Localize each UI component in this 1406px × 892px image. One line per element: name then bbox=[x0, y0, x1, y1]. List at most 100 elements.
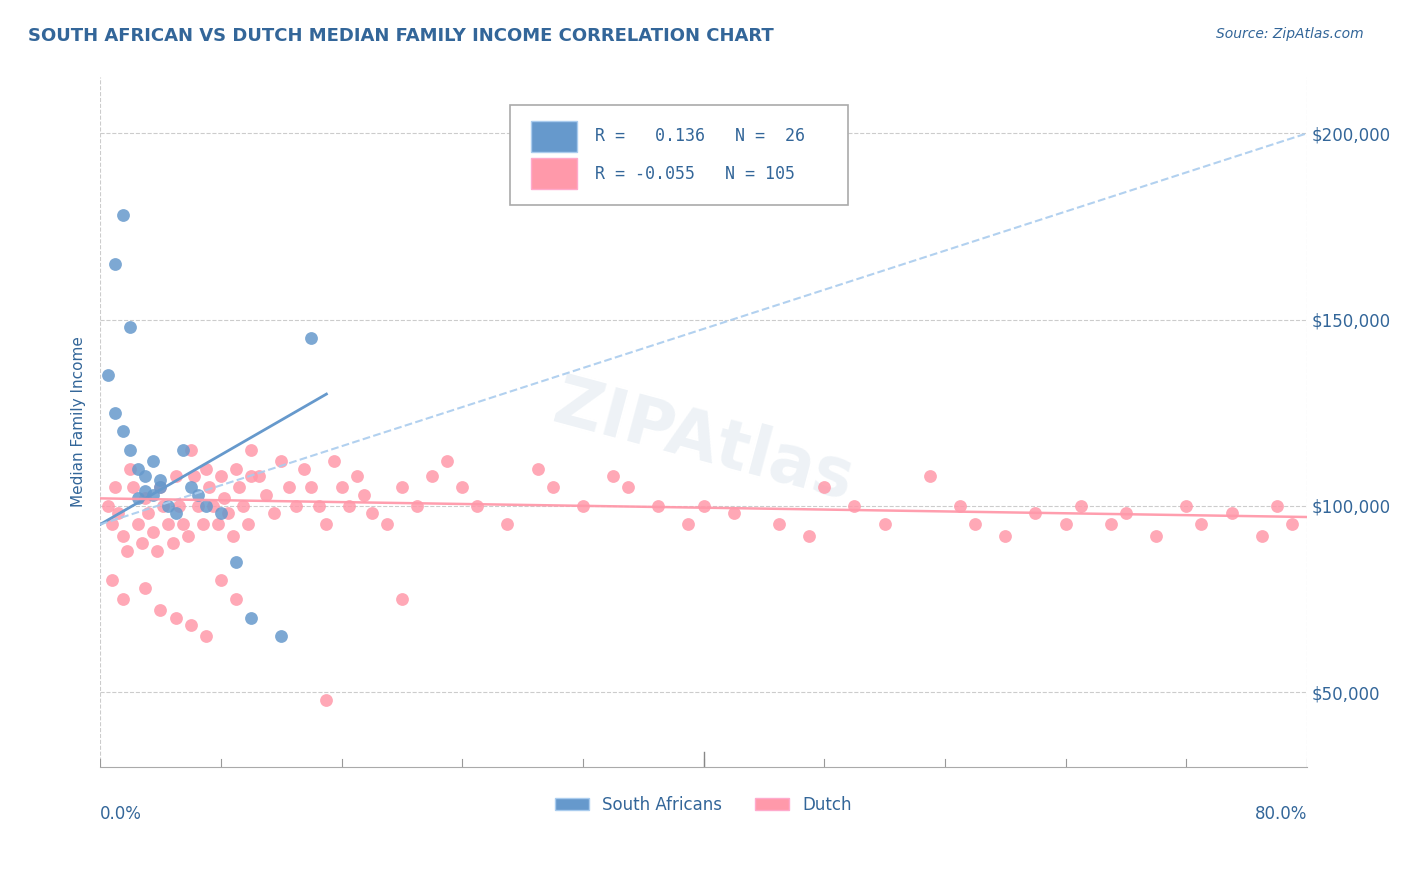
Point bbox=[209, 506, 232, 520]
Point bbox=[918, 469, 941, 483]
Point bbox=[180, 442, 202, 457]
Point bbox=[146, 543, 169, 558]
Point bbox=[167, 499, 190, 513]
Point bbox=[217, 506, 239, 520]
Point bbox=[353, 488, 375, 502]
Point bbox=[209, 574, 232, 588]
Point bbox=[768, 517, 790, 532]
Point bbox=[202, 499, 225, 513]
Point bbox=[101, 517, 124, 532]
Point bbox=[194, 629, 217, 643]
Point bbox=[127, 491, 149, 506]
Point bbox=[277, 480, 299, 494]
Point bbox=[134, 581, 156, 595]
Point bbox=[104, 480, 127, 494]
Point bbox=[723, 506, 745, 520]
Point bbox=[420, 469, 443, 483]
Point bbox=[391, 591, 413, 606]
Point bbox=[225, 555, 247, 569]
Point bbox=[134, 469, 156, 483]
Point bbox=[1099, 517, 1122, 532]
Point bbox=[285, 499, 308, 513]
Point bbox=[104, 406, 127, 420]
Point bbox=[323, 454, 346, 468]
Legend: South Africans, Dutch: South Africans, Dutch bbox=[548, 789, 858, 821]
Point bbox=[117, 543, 139, 558]
Point bbox=[191, 517, 214, 532]
Point bbox=[127, 517, 149, 532]
Point bbox=[120, 442, 142, 457]
Point bbox=[1070, 499, 1092, 513]
Point bbox=[134, 491, 156, 506]
Point bbox=[142, 454, 165, 468]
Point bbox=[1144, 528, 1167, 542]
Point bbox=[451, 480, 474, 494]
Point bbox=[844, 499, 866, 513]
Point bbox=[1024, 506, 1046, 520]
Point bbox=[187, 488, 209, 502]
Point bbox=[209, 469, 232, 483]
Point bbox=[247, 469, 270, 483]
Point bbox=[149, 603, 172, 617]
Point bbox=[375, 517, 398, 532]
Point bbox=[254, 488, 277, 502]
Point bbox=[127, 461, 149, 475]
Point bbox=[120, 461, 142, 475]
Point bbox=[225, 461, 247, 475]
Point bbox=[1054, 517, 1077, 532]
Text: 0.0%: 0.0% bbox=[100, 805, 142, 823]
Point bbox=[138, 506, 160, 520]
Y-axis label: Median Family Income: Median Family Income bbox=[72, 336, 86, 508]
Point bbox=[107, 506, 129, 520]
Point bbox=[240, 610, 263, 624]
Point bbox=[149, 473, 172, 487]
Point bbox=[496, 517, 519, 532]
Point bbox=[172, 517, 194, 532]
Point bbox=[292, 461, 315, 475]
Point bbox=[1115, 506, 1137, 520]
Point bbox=[180, 618, 202, 632]
Point bbox=[111, 208, 134, 222]
Text: R = -0.055   N = 105: R = -0.055 N = 105 bbox=[595, 165, 794, 183]
Point bbox=[152, 499, 174, 513]
Point bbox=[101, 574, 124, 588]
Point bbox=[692, 499, 714, 513]
Point bbox=[236, 517, 259, 532]
Point bbox=[572, 499, 595, 513]
Point bbox=[541, 480, 564, 494]
Point bbox=[122, 480, 145, 494]
Point bbox=[1189, 517, 1212, 532]
Point bbox=[165, 610, 187, 624]
Point bbox=[142, 488, 165, 502]
Point bbox=[172, 442, 194, 457]
Point bbox=[156, 499, 179, 513]
Point bbox=[465, 499, 488, 513]
FancyBboxPatch shape bbox=[510, 105, 848, 205]
Point bbox=[965, 517, 987, 532]
Point bbox=[270, 629, 292, 643]
Point bbox=[232, 499, 254, 513]
Point bbox=[360, 506, 382, 520]
Point bbox=[162, 536, 184, 550]
Point bbox=[873, 517, 896, 532]
Point bbox=[149, 480, 172, 494]
Point bbox=[391, 480, 413, 494]
Point bbox=[111, 591, 134, 606]
FancyBboxPatch shape bbox=[531, 120, 576, 152]
Point bbox=[120, 320, 142, 334]
Point bbox=[222, 528, 245, 542]
Point bbox=[97, 368, 120, 383]
Point bbox=[617, 480, 640, 494]
Text: ZIPAtlas: ZIPAtlas bbox=[547, 371, 860, 515]
Point bbox=[183, 469, 205, 483]
Point bbox=[176, 528, 198, 542]
Point bbox=[149, 480, 172, 494]
Point bbox=[187, 499, 209, 513]
Point bbox=[228, 480, 250, 494]
Text: Source: ZipAtlas.com: Source: ZipAtlas.com bbox=[1216, 27, 1364, 41]
Point bbox=[315, 692, 337, 706]
Point bbox=[207, 517, 229, 532]
Point bbox=[1175, 499, 1198, 513]
Point bbox=[994, 528, 1017, 542]
Point bbox=[299, 480, 322, 494]
